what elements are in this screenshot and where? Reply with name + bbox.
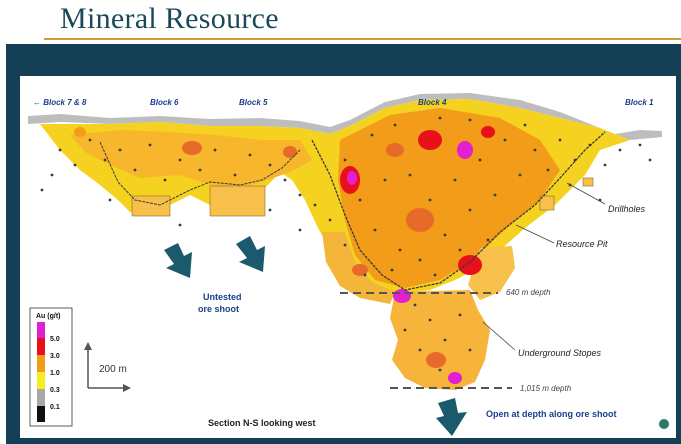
title-divider: [44, 38, 681, 40]
legend-label: 3.0: [50, 353, 60, 360]
block-6-label: Block 6: [150, 98, 179, 107]
resource-pit-leader: [515, 224, 555, 244]
orebody-west-lobes: [70, 130, 312, 190]
frame-left-margin: [0, 44, 6, 444]
block-7-8-label: ← Block 7 & 8: [33, 98, 87, 107]
drillholes-label: Drillholes: [608, 204, 646, 214]
logo-icon: [659, 419, 669, 429]
west-pit-shells: [99, 141, 301, 206]
high-grade-zones: [74, 126, 495, 384]
section-caption: Section N-S looking west: [208, 418, 316, 428]
open-at-depth-label: Open at depth along ore shoot: [486, 409, 617, 419]
untested-label-line1: Untested: [203, 292, 242, 302]
scale-label: 200 m: [99, 364, 127, 375]
legend-label: 0.3: [50, 387, 60, 394]
outlying-blocks: [131, 177, 594, 217]
grade-legend: [29, 307, 73, 427]
stope-body: [390, 290, 490, 390]
down-arrow-icon: [436, 398, 467, 436]
resource-pit-label: Resource Pit: [556, 239, 608, 249]
legend-label: 5.0: [50, 336, 60, 343]
block-4-label: Block 4: [418, 98, 447, 107]
topographic-surface: [28, 93, 662, 140]
legend-title: Au (g/t): [36, 313, 61, 320]
page-title: Mineral Resource: [60, 2, 279, 35]
drillholes-leader: [566, 182, 606, 205]
legend-label: 1.0: [50, 370, 60, 377]
stopes-leader: [482, 321, 516, 351]
depth-1015-label: 1,015 m depth: [520, 384, 572, 393]
resource-pit-shell: [311, 131, 606, 291]
block-1-label: Block 1: [625, 98, 654, 107]
underground-stopes-label: Underground Stopes: [518, 348, 602, 358]
legend-label: 0.1: [50, 404, 60, 411]
down-arrow-icon: [164, 243, 192, 278]
untested-label-line2: ore shoot: [198, 304, 239, 314]
down-arrow-icon: [236, 236, 265, 272]
block-5-label: Block 5: [239, 98, 268, 107]
scale-bar: [84, 342, 131, 392]
depth-640-label: 640 m depth: [506, 288, 551, 297]
drillhole-points: [40, 116, 652, 372]
